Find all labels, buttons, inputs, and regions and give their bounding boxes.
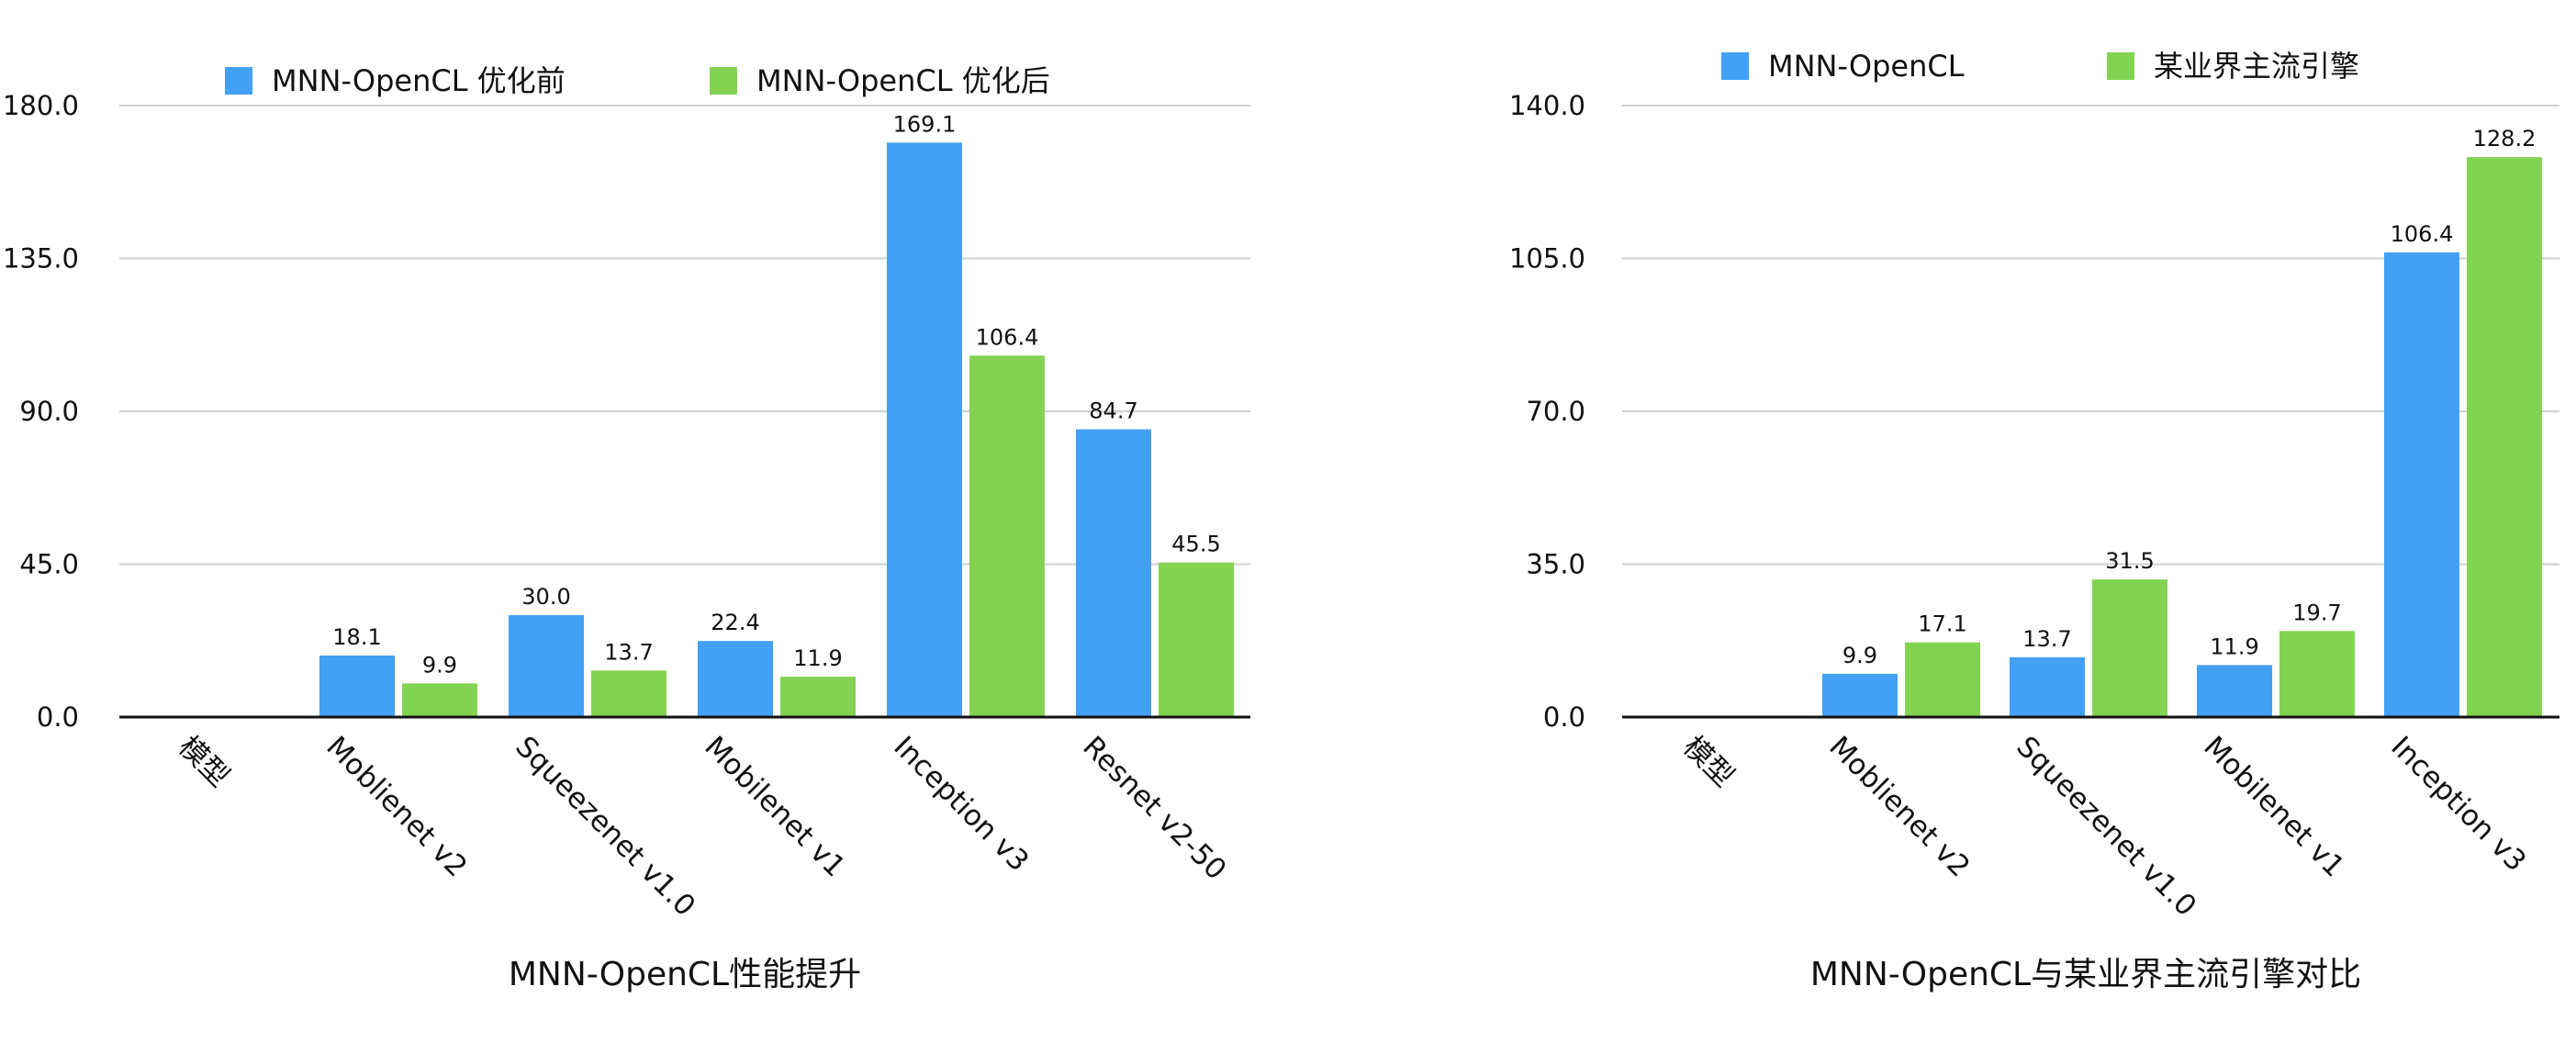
bar	[2092, 579, 2167, 717]
legend-swatch	[710, 67, 737, 95]
data-label: 45.5	[1171, 532, 1220, 557]
y-tick-label: 140.0	[1509, 90, 1585, 121]
category-label: 模型	[1676, 730, 1740, 793]
y-tick-label: 0.0	[37, 701, 79, 733]
category-label: 模型	[172, 730, 235, 793]
category-label: Resnet v2-50	[1076, 730, 1232, 886]
category-label: Squeezenet v1.0	[509, 730, 701, 923]
y-tick-label: 90.0	[19, 396, 79, 427]
legend-label: MNN-OpenCL	[1768, 49, 1965, 84]
data-label: 9.9	[1842, 643, 1877, 668]
bar	[1822, 673, 1898, 717]
y-tick-label: 70.0	[1526, 396, 1585, 427]
data-label: 13.7	[2022, 626, 2071, 652]
bar	[2384, 252, 2459, 717]
category-label: Moblienet v2	[319, 730, 473, 883]
legend-swatch	[2107, 52, 2134, 80]
data-label: 13.7	[604, 639, 653, 665]
bar	[1159, 562, 1234, 717]
data-label: 9.9	[422, 652, 457, 678]
bar	[319, 656, 395, 717]
bar	[1076, 429, 1151, 717]
y-tick-label: 35.0	[1526, 549, 1585, 580]
chart-performance-improvement: 0.0 45.0 90.0 135.0 180.0 18.1 30.0 22.4 169.1 84…	[3, 63, 1250, 993]
data-label: 31.5	[2105, 548, 2154, 574]
data-label: 128.2	[2473, 126, 2537, 151]
y-tick-label: 45.0	[19, 549, 79, 580]
y-tick-label: 180.0	[3, 90, 79, 121]
bar	[2197, 665, 2272, 717]
bar	[780, 676, 856, 717]
bar	[887, 142, 962, 717]
chart-title: MNN-OpenCL与某业界主流引擎对比	[1810, 956, 2361, 993]
data-label: 19.7	[2292, 600, 2341, 625]
bar	[2010, 656, 2085, 717]
chart-engine-comparison: 0.0 35.0 70.0 105.0 140.0 9.9 13.7 11.9 106.4 17.…	[1509, 49, 2559, 993]
data-label: 11.9	[793, 645, 842, 671]
category-label: Inception v3	[887, 730, 1035, 878]
y-tick-label: 105.0	[1509, 243, 1585, 275]
data-label: 106.4	[2391, 221, 2454, 247]
chart-title: MNN-OpenCL性能提升	[509, 956, 861, 993]
y-tick-label: 135.0	[3, 243, 79, 275]
data-label: 18.1	[332, 624, 381, 650]
bar	[2279, 631, 2355, 717]
category-label: Inception v3	[2384, 730, 2532, 878]
bar	[698, 641, 773, 717]
bar	[402, 683, 477, 717]
bar	[969, 355, 1045, 717]
data-label: 169.1	[893, 111, 957, 137]
data-label: 17.1	[1918, 611, 1966, 637]
category-label: Moblienet v2	[1822, 730, 1976, 883]
data-label: 30.0	[521, 584, 570, 610]
data-label: 84.7	[1089, 398, 1137, 424]
bar	[509, 615, 584, 717]
data-label: 11.9	[2210, 634, 2258, 659]
category-label: Squeezenet v1.0	[2010, 730, 2202, 923]
data-label: 22.4	[711, 610, 759, 635]
bar	[591, 670, 666, 717]
category-label: Mobilenet v1	[2197, 730, 2350, 883]
y-tick-label: 0.0	[1543, 701, 1585, 733]
legend-swatch	[225, 67, 252, 95]
legend-label: MNN-OpenCL 优化后	[756, 63, 1050, 98]
legend-label: 某业界主流引擎	[2154, 49, 2359, 84]
data-label: 106.4	[976, 324, 1039, 350]
bar	[2467, 157, 2542, 718]
bar	[1905, 642, 1980, 717]
category-label: Mobilenet v1	[698, 730, 851, 883]
legend-label: MNN-OpenCL 优化前	[272, 63, 566, 98]
legend-swatch	[1721, 52, 1749, 80]
